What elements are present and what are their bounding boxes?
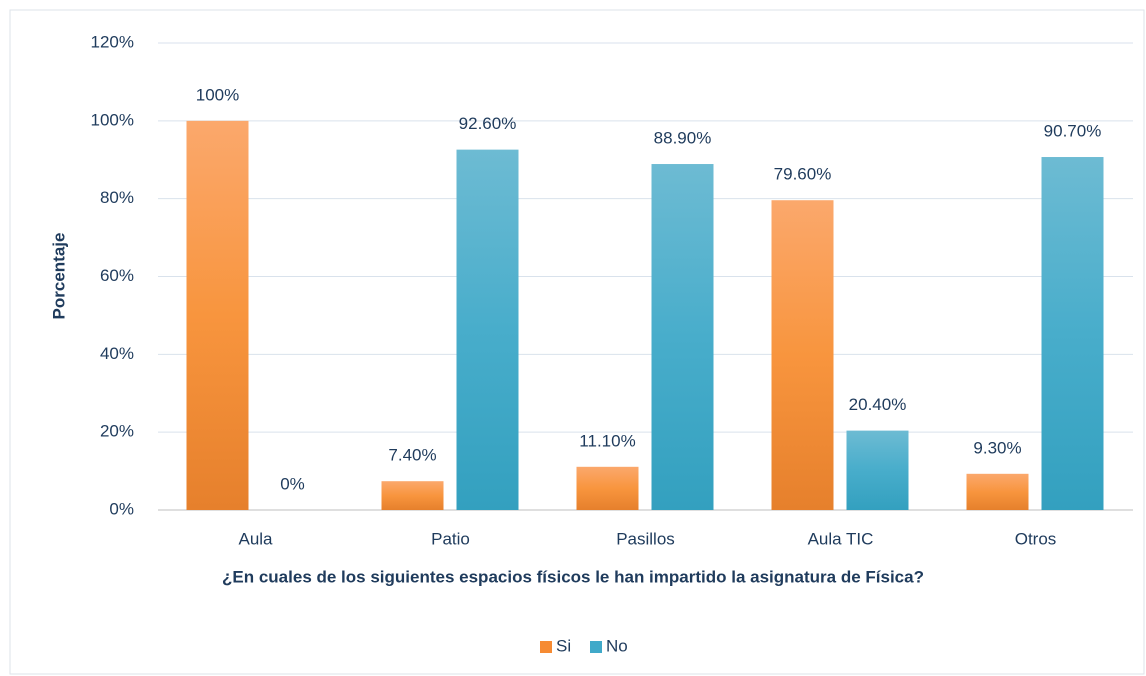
- bar: [186, 120, 249, 510]
- y-tick-label: 20%: [100, 422, 134, 441]
- data-label: 90.70%: [1044, 122, 1102, 141]
- bar: [1041, 157, 1104, 511]
- data-label: 11.10%: [579, 431, 635, 450]
- bar: [846, 430, 909, 510]
- y-tick-label: 0%: [109, 499, 134, 518]
- data-label: 100%: [196, 85, 239, 104]
- x-tick-label: Aula TIC: [808, 529, 874, 548]
- data-label: 20.40%: [849, 395, 907, 414]
- legend-label: Si: [556, 636, 571, 655]
- data-label: 79.60%: [774, 165, 832, 184]
- y-tick-label: 60%: [100, 266, 134, 285]
- x-tick-label: Patio: [431, 529, 470, 548]
- bar: [456, 149, 519, 511]
- bar: [966, 473, 1029, 510]
- legend-swatch: [590, 641, 602, 653]
- y-tick-label: 120%: [91, 32, 134, 51]
- y-tick-label: 100%: [91, 110, 134, 129]
- y-tick-label: 40%: [100, 344, 134, 363]
- x-tick-label: Aula: [238, 529, 273, 548]
- x-axis-label: ¿En cuales de los siguientes espacios fí…: [222, 567, 924, 586]
- data-label: 7.40%: [388, 446, 436, 465]
- legend-label: No: [606, 636, 628, 655]
- data-label: 9.30%: [973, 438, 1021, 457]
- chart-frame: [9, 9, 1145, 675]
- data-label: 0%: [280, 474, 305, 493]
- x-tick-label: Pasillos: [616, 529, 675, 548]
- y-axis-label: Porcentaje: [49, 233, 68, 320]
- data-label: 88.90%: [654, 129, 712, 148]
- data-label: 92.60%: [459, 114, 517, 133]
- bar: [576, 466, 639, 510]
- bar: [651, 164, 714, 511]
- x-tick-label: Otros: [1015, 529, 1057, 548]
- y-tick-label: 80%: [100, 188, 134, 207]
- bar: [771, 200, 834, 510]
- legend-swatch: [540, 641, 552, 653]
- bar: [381, 481, 444, 510]
